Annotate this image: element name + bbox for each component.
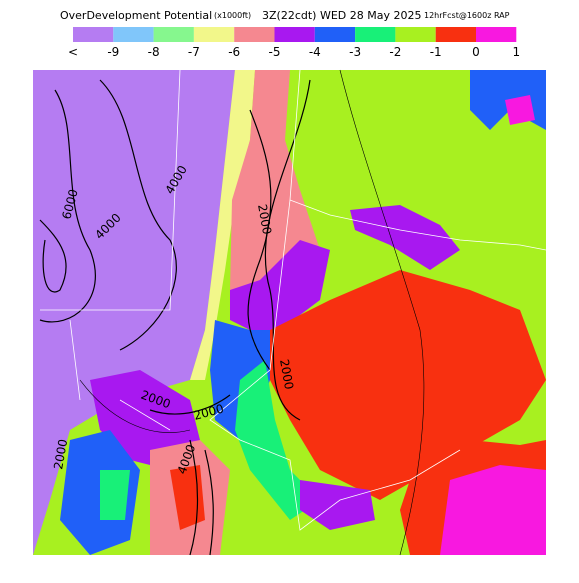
colorbar-swatch bbox=[476, 27, 517, 42]
contour bbox=[247, 109, 272, 371]
contour bbox=[79, 379, 191, 433]
colorbar-swatch bbox=[113, 27, 154, 42]
map: 6000 4000 4000 2000 2000 2000 2000 2000 … bbox=[33, 69, 547, 556]
colorbar-label: -9 bbox=[107, 45, 119, 59]
colorbar-label: -6 bbox=[228, 45, 240, 59]
forecast: 12hrFcst@1600z RAP bbox=[424, 11, 510, 20]
contour-label: 2000 bbox=[277, 358, 296, 391]
colorbar-label: < bbox=[68, 45, 78, 59]
contour bbox=[39, 219, 67, 293]
title: OverDevelopment Potential bbox=[60, 9, 212, 22]
region bbox=[230, 70, 320, 290]
colorbar-swatch bbox=[73, 27, 114, 42]
region bbox=[190, 70, 255, 380]
region bbox=[33, 70, 235, 555]
region bbox=[505, 95, 535, 125]
region bbox=[440, 465, 546, 555]
region bbox=[235, 360, 320, 520]
colorbar: < -9 -8 -7 -6 -5 -4 -3 -2 -1 0 1 bbox=[68, 27, 520, 59]
contour-label: 2000 bbox=[255, 203, 274, 236]
colorbar-swatch bbox=[355, 27, 396, 42]
state-border bbox=[40, 69, 547, 531]
contour bbox=[39, 89, 96, 323]
contour bbox=[149, 394, 231, 415]
contour bbox=[339, 69, 425, 556]
colorbar-label: -4 bbox=[309, 45, 321, 59]
colorbar-label: -7 bbox=[188, 45, 200, 59]
region bbox=[170, 465, 205, 530]
valid-time: 3Z(22cdt) WED 28 May 2025 bbox=[262, 9, 421, 22]
colorbar-label: -5 bbox=[269, 45, 281, 59]
colorbar-swatch bbox=[153, 27, 194, 42]
region bbox=[300, 480, 375, 530]
colorbar-swatch bbox=[274, 27, 315, 42]
colorbar-label: 1 bbox=[512, 45, 520, 59]
contour bbox=[99, 79, 177, 351]
contour bbox=[189, 439, 214, 556]
colorbar-swatch bbox=[395, 27, 436, 42]
region bbox=[350, 205, 460, 270]
colorbar-label: -3 bbox=[349, 45, 361, 59]
contour-label: 2000 bbox=[51, 438, 70, 471]
colorbar-swatch bbox=[314, 27, 356, 42]
region bbox=[100, 470, 130, 520]
colorbar-label: -2 bbox=[389, 45, 401, 59]
colorbar-swatch bbox=[435, 27, 476, 42]
colorbar-label: -1 bbox=[430, 45, 442, 59]
colorbar-swatch bbox=[234, 27, 275, 42]
units: (x1000ft) bbox=[214, 11, 251, 20]
colorbar-label: -8 bbox=[148, 45, 160, 59]
colorbar-swatch bbox=[193, 27, 235, 42]
colorbar-label: 0 bbox=[472, 45, 480, 59]
